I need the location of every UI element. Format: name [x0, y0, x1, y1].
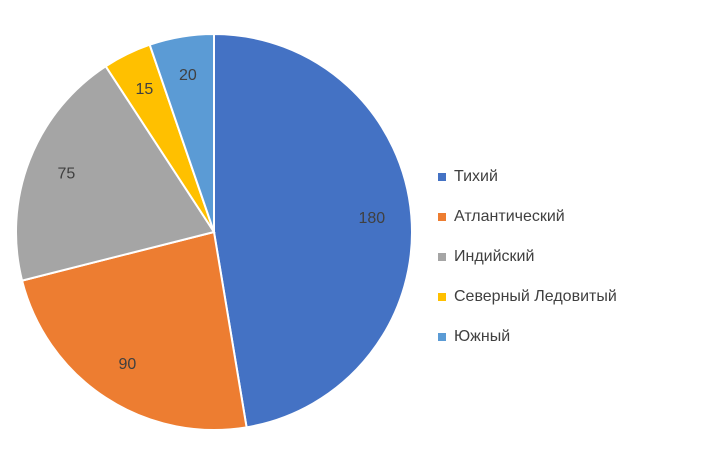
legend-marker	[438, 253, 446, 261]
legend-label: Атлантический	[454, 208, 565, 225]
legend-marker	[438, 173, 446, 181]
legend-label: Индийский	[454, 248, 534, 265]
pie-slice	[213, 32, 414, 429]
pie-slice	[148, 32, 215, 233]
legend-label: Южный	[454, 328, 510, 345]
data-label: 20	[179, 67, 197, 84]
legend-marker	[438, 213, 446, 221]
legend-label: Северный Ледовитый	[454, 288, 617, 305]
data-label: 15	[136, 81, 154, 98]
pie-slice	[15, 64, 216, 282]
data-label: 75	[58, 166, 76, 183]
legend-marker	[438, 333, 446, 341]
legend-marker	[438, 293, 446, 301]
data-label: 90	[118, 356, 136, 373]
pie-slice	[20, 230, 248, 431]
legend-label: Тихий	[454, 168, 498, 185]
data-label: 180	[359, 210, 386, 227]
